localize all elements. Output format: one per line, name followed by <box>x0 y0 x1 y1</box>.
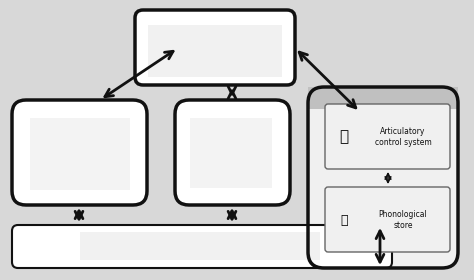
Bar <box>148 25 282 77</box>
Bar <box>80 232 320 260</box>
Text: 👄: 👄 <box>339 129 348 144</box>
FancyBboxPatch shape <box>325 104 450 169</box>
Text: Phonological
store: Phonological store <box>379 210 428 230</box>
Bar <box>308 87 458 109</box>
Bar <box>190 118 272 188</box>
FancyBboxPatch shape <box>325 187 450 252</box>
FancyBboxPatch shape <box>308 87 458 268</box>
FancyBboxPatch shape <box>175 100 290 205</box>
Text: 👂: 👂 <box>340 213 348 227</box>
Bar <box>30 118 130 190</box>
Text: Articulatory
control system: Articulatory control system <box>374 127 431 147</box>
FancyBboxPatch shape <box>12 100 147 205</box>
FancyBboxPatch shape <box>135 10 295 85</box>
FancyBboxPatch shape <box>12 225 392 268</box>
